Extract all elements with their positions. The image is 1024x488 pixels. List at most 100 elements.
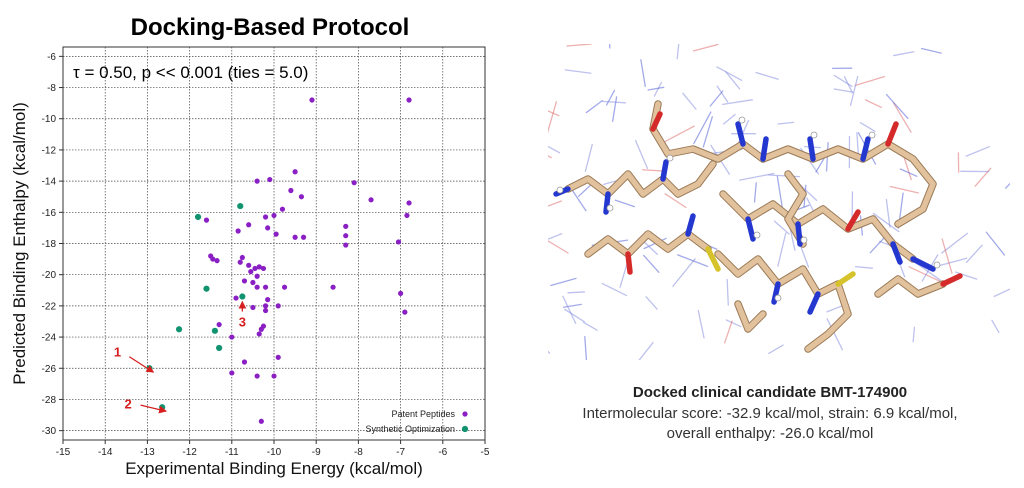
chart-title: Docking-Based Protocol [131, 14, 410, 41]
patent-peptide-point [343, 223, 349, 229]
heteroatom-bond [685, 213, 696, 237]
protein-bond [709, 90, 724, 107]
patent-peptide-point [300, 234, 307, 240]
hydrogen-atom [868, 131, 876, 139]
protein-bond [723, 113, 736, 125]
protein-bond [601, 282, 628, 297]
patent-peptide-point [309, 97, 315, 103]
patent-peptide-point [330, 284, 336, 290]
synthetic-optimization-point [175, 326, 183, 333]
heteroatom-bond [745, 216, 756, 242]
patent-peptide-point [250, 304, 256, 311]
patent-peptide-point [402, 309, 408, 315]
synthetic-optimization-point [239, 293, 246, 300]
patent-peptide-point [292, 169, 298, 175]
protein-bond [723, 320, 733, 344]
protein-bond [584, 336, 588, 360]
protein-bond [826, 305, 843, 313]
protein-bond [550, 277, 577, 287]
legend-patent-peptides-marker [462, 411, 468, 417]
peptide-bond [875, 276, 946, 297]
heteroatom-bond [660, 159, 669, 182]
x-tick-label: -7 [396, 447, 405, 458]
protein-bond [697, 309, 705, 339]
heteroatom-bond [795, 221, 803, 247]
legend-synthetic-optimization-marker [461, 425, 469, 433]
protein-bond [777, 232, 787, 267]
protein-bond [643, 254, 660, 273]
protein-bond [662, 125, 695, 144]
protein-bond [985, 231, 1006, 256]
protein-bond [991, 319, 1000, 334]
patent-peptide-point [254, 273, 260, 279]
patent-peptide-point [351, 180, 357, 186]
heteroatom-bond [760, 136, 769, 162]
y-tick-label: -22 [42, 301, 57, 312]
protein-bond [584, 143, 593, 172]
synthetic-optimization-point [211, 327, 219, 334]
patent-peptide-point [292, 234, 298, 240]
heteroatom-bond [807, 291, 821, 315]
molecule-caption: Docked clinical candidate BMT-174900 Int… [520, 384, 1020, 444]
protein-bond [768, 174, 801, 178]
patent-peptide-point [395, 239, 402, 245]
protein-bond [872, 212, 900, 233]
hydrogen-atom [556, 186, 564, 194]
protein-bond [638, 341, 654, 360]
patent-peptide-point [275, 354, 281, 360]
protein-bond [892, 102, 912, 133]
protein-bond [724, 70, 741, 90]
protein-bond [993, 288, 1010, 298]
plot-area: -15 -14 -13 -12 -11 -10 -9 -8 -7 -6 -5 -30 -28 -26 -24… [10, 46, 490, 478]
patent-peptide-point [398, 290, 404, 297]
docked-molecule-image [548, 44, 1010, 360]
protein-bond [548, 200, 563, 207]
y-tick-label: -30 [42, 426, 57, 437]
protein-bond [955, 271, 978, 280]
patent-peptide-point [298, 194, 305, 200]
protein-bond [965, 146, 990, 157]
x-axis-label: Experimental Binding Energy (kcal/mol) [125, 459, 423, 478]
patent-peptide-point [254, 178, 260, 184]
patent-peptide-point [239, 254, 245, 261]
heteroatom-bond [771, 281, 781, 305]
patent-peptide-point [265, 297, 271, 303]
protein-bond [548, 350, 551, 354]
legend-synthetic-optimization-label: Synthetic Optimization [365, 424, 455, 434]
protein-bond [601, 100, 627, 104]
molecule-caption-line-1: Intermolecular score: -32.9 kcal/mol, st… [582, 405, 958, 422]
y-tick-label: -6 [47, 52, 56, 63]
annotation-label: 1 [114, 344, 121, 359]
patent-peptide-point [254, 284, 260, 290]
patent-peptide-point [233, 295, 239, 301]
protein-bond [806, 197, 815, 213]
protein-bond [885, 93, 909, 120]
protein-bond [564, 69, 592, 74]
patent-peptide-point [262, 303, 269, 309]
hydrogen-atom [933, 261, 941, 269]
protein-bond [611, 96, 618, 122]
protein-bond [693, 111, 712, 145]
protein-bond [885, 198, 891, 228]
patent-peptide-point [246, 262, 252, 268]
heteroatom-bond [735, 121, 746, 147]
hydrogen-atom [753, 231, 761, 239]
protein-bond [725, 319, 742, 328]
y-tick-label: -20 [42, 270, 57, 281]
legend-patent-peptides-label: Patent Peptides [391, 409, 455, 419]
heteroatom-bond [890, 241, 903, 265]
x-tick-label: -14 [98, 447, 113, 458]
y-tick-label: -24 [42, 333, 57, 344]
heteroatom-bond [603, 191, 611, 215]
patent-peptide-point [260, 265, 267, 272]
protein-bond [864, 99, 883, 109]
heteroatom-bond [910, 256, 936, 272]
patent-peptide-point [275, 303, 281, 309]
protein-bond [566, 44, 592, 47]
patent-peptide-point [237, 259, 243, 265]
y-tick-label: -8 [47, 83, 56, 94]
protein-bond [908, 266, 941, 282]
protein-bond [716, 85, 729, 103]
patent-peptide-point [256, 264, 262, 270]
patent-peptide-point [210, 256, 216, 262]
